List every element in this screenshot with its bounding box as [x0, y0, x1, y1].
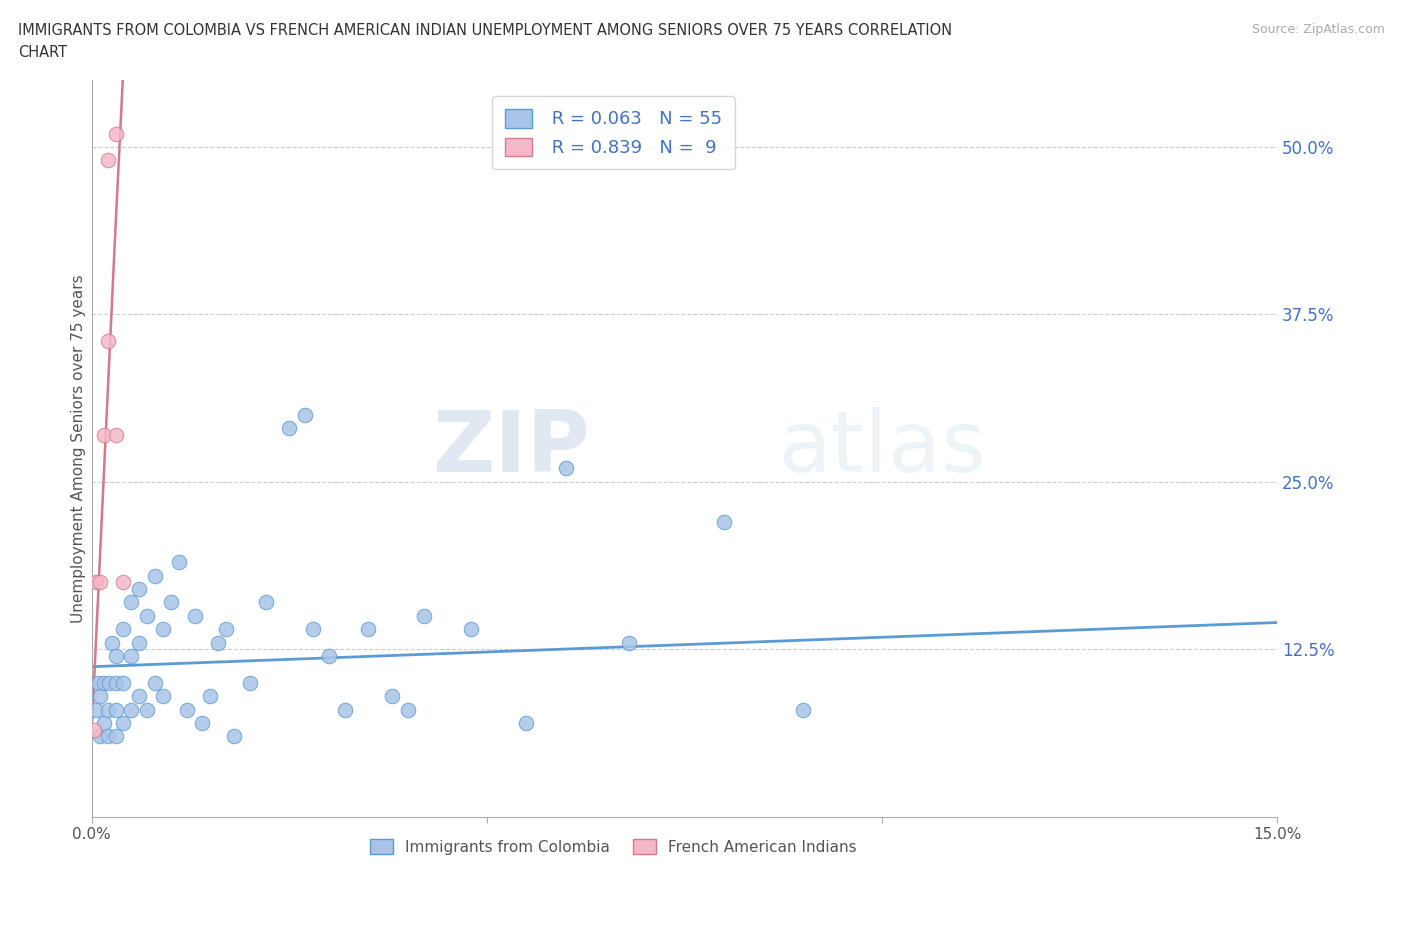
Point: [222, 729, 245, 744]
Point: [112, 675, 135, 690]
Point: [136, 702, 159, 717]
Point: [254, 595, 277, 610]
Text: atlas: atlas: [779, 407, 987, 490]
Point: [97, 729, 120, 744]
Point: [104, 675, 127, 690]
Point: [152, 622, 174, 637]
Point: [93, 675, 115, 690]
Point: [357, 622, 380, 637]
Point: [460, 622, 482, 637]
Point: [128, 635, 150, 650]
Point: [143, 568, 166, 583]
Point: [128, 689, 150, 704]
Point: [713, 514, 735, 529]
Text: Source: ZipAtlas.com: Source: ZipAtlas.com: [1251, 23, 1385, 36]
Point: [104, 729, 127, 744]
Point: [112, 622, 135, 637]
Point: [104, 648, 127, 663]
Point: [191, 715, 214, 730]
Point: [97, 153, 120, 168]
Point: [176, 702, 198, 717]
Point: [515, 715, 537, 730]
Point: [87, 675, 110, 690]
Point: [84, 702, 107, 717]
Point: [183, 608, 205, 623]
Point: [128, 581, 150, 596]
Point: [302, 622, 325, 637]
Point: [555, 461, 578, 476]
Point: [619, 635, 641, 650]
Point: [93, 428, 115, 443]
Point: [120, 702, 142, 717]
Point: [159, 595, 181, 610]
Point: [98, 675, 121, 690]
Point: [792, 702, 814, 717]
Point: [104, 702, 127, 717]
Text: ZIP: ZIP: [432, 407, 589, 490]
Text: CHART: CHART: [18, 45, 67, 60]
Point: [120, 595, 142, 610]
Point: [278, 421, 301, 436]
Point: [318, 648, 340, 663]
Point: [200, 689, 222, 704]
Point: [381, 689, 404, 704]
Legend: Immigrants from Colombia, French American Indians: Immigrants from Colombia, French America…: [364, 832, 863, 860]
Point: [97, 702, 120, 717]
Point: [89, 689, 111, 704]
Text: IMMIGRANTS FROM COLOMBIA VS FRENCH AMERICAN INDIAN UNEMPLOYMENT AMONG SENIORS OV: IMMIGRANTS FROM COLOMBIA VS FRENCH AMERI…: [18, 23, 952, 38]
Point: [143, 675, 166, 690]
Point: [112, 715, 135, 730]
Y-axis label: Unemployment Among Seniors over 75 years: Unemployment Among Seniors over 75 years: [72, 274, 86, 623]
Point: [294, 407, 316, 422]
Point: [112, 575, 135, 590]
Point: [104, 428, 127, 443]
Point: [93, 715, 115, 730]
Point: [120, 648, 142, 663]
Point: [207, 635, 229, 650]
Point: [239, 675, 262, 690]
Point: [152, 689, 174, 704]
Point: [83, 723, 105, 737]
Point: [136, 608, 159, 623]
Point: [412, 608, 434, 623]
Point: [333, 702, 356, 717]
Point: [84, 575, 107, 590]
Point: [97, 334, 120, 349]
Point: [89, 729, 111, 744]
Point: [396, 702, 419, 717]
Point: [89, 575, 111, 590]
Point: [100, 635, 122, 650]
Point: [104, 126, 127, 141]
Point: [167, 555, 190, 570]
Point: [215, 622, 238, 637]
